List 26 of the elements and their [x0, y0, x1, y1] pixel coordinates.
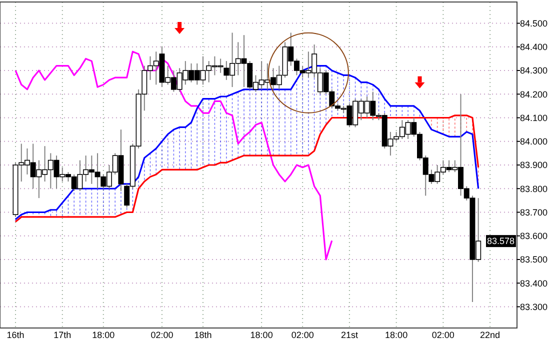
x-tick-label: 02:00	[150, 330, 174, 340]
line-series	[14, 50, 333, 260]
y-tick-label: 84.300	[520, 66, 548, 76]
x-tick-label: 18:00	[92, 330, 115, 340]
x-tick-label: 02:00	[432, 330, 454, 340]
y-tick-label: 83.300	[520, 302, 548, 312]
y-tick-label: 84.000	[520, 136, 548, 147]
y-tick-label: 84.400	[520, 42, 548, 52]
y-tick-label: 83.500	[520, 254, 548, 265]
x-tick-label: 21st	[340, 330, 358, 340]
x-tick-label: 18th	[194, 330, 212, 340]
x-tick-label: 18:00	[250, 330, 273, 340]
y-tick-label: 83.600	[520, 231, 548, 242]
x-tick-label: 16th	[6, 330, 24, 340]
y-tick-label: 84.200	[520, 89, 548, 100]
annotation: 83.578	[487, 236, 515, 246]
y-tick-label: 83.700	[520, 207, 548, 218]
x-tick-label: 02:00	[291, 330, 314, 340]
y-tick-label: 83.400	[520, 278, 548, 288]
x-tick-label: 17th	[54, 330, 72, 340]
y-tick-label: 84.500	[520, 18, 548, 28]
y-tick-label: 83.900	[520, 160, 548, 170]
x-tick-label: 22nd	[480, 330, 500, 340]
y-tick-label: 83.800	[520, 184, 548, 194]
x-tick-label: 18:00	[385, 330, 408, 340]
y-tick-label: 84.100	[520, 112, 548, 123]
